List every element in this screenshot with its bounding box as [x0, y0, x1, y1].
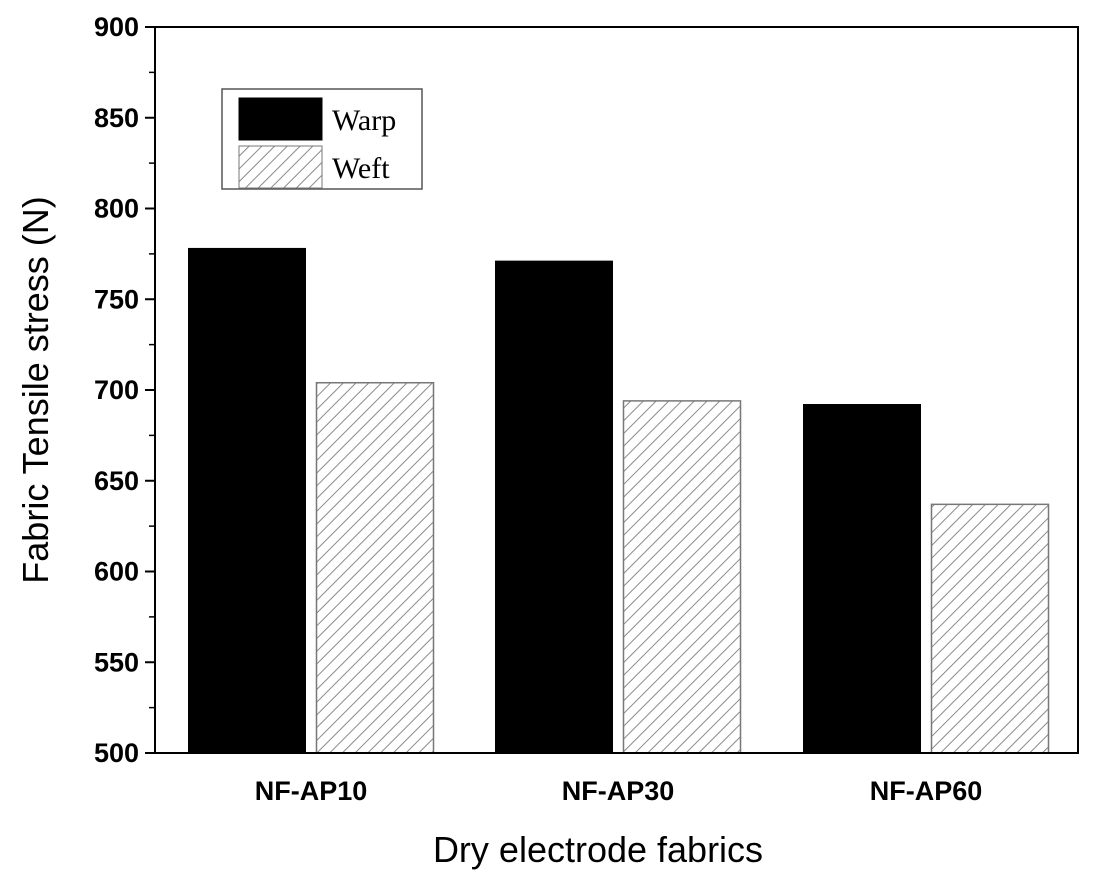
legend: Warp Weft [221, 88, 423, 190]
legend-swatch-warp [238, 97, 323, 141]
legend-label-weft: Weft [332, 152, 390, 185]
y-tick-label: 550 [94, 647, 139, 677]
bar-weft-nf-ap60 [930, 503, 1050, 754]
y-tick-label: 800 [94, 194, 139, 224]
y-tick-label: 600 [94, 557, 139, 587]
y-tick-label: 650 [94, 466, 139, 496]
bars-group [188, 247, 1050, 754]
y-tick-label: 500 [94, 738, 139, 768]
bar-warp-nf-ap30 [495, 260, 613, 754]
y-tick-label: 700 [94, 375, 139, 405]
bar-weft-nf-ap30 [622, 400, 742, 754]
bar-warp-nf-ap60 [803, 404, 921, 754]
bar-warp-nf-ap10 [188, 247, 306, 754]
x-axis: NF-AP10 NF-AP30 NF-AP60 [255, 776, 983, 806]
y-axis-title: Fabric Tensile stress (N) [15, 196, 56, 583]
y-tick-label: 850 [94, 103, 139, 133]
x-category-label: NF-AP30 [562, 776, 675, 806]
x-category-label: NF-AP60 [870, 776, 983, 806]
y-tick-label: 750 [94, 284, 139, 314]
y-axis: 500 550 600 650 700 750 800 850 900 [94, 12, 155, 768]
x-category-label: NF-AP10 [255, 776, 368, 806]
legend-label-warp: Warp [332, 104, 396, 137]
x-axis-title: Dry electrode fabrics [433, 829, 763, 870]
bar-weft-nf-ap10 [315, 381, 435, 754]
legend-swatch-weft [238, 145, 323, 189]
y-tick-label: 900 [94, 12, 139, 42]
